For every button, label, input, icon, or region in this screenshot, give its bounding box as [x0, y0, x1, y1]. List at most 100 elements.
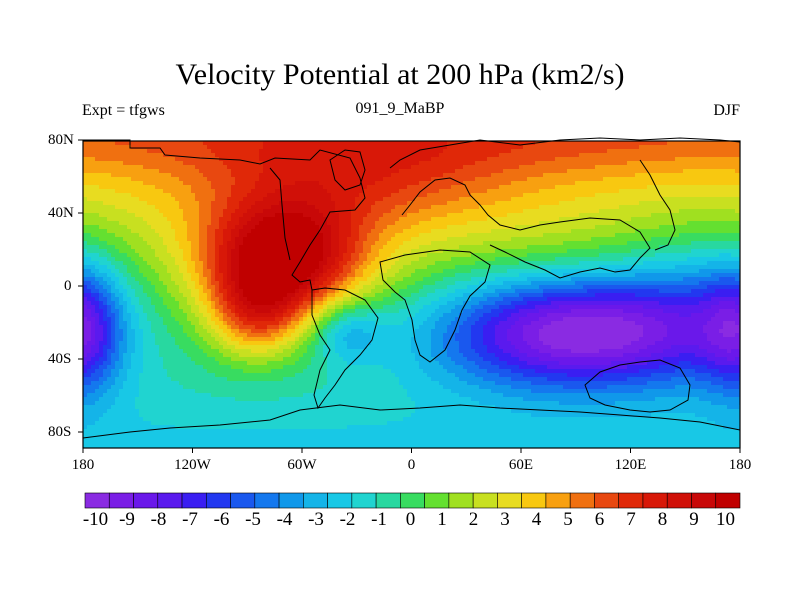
field-cell — [95, 245, 100, 250]
field-cell — [171, 245, 176, 250]
field-cell — [627, 209, 632, 214]
field-cell — [675, 185, 680, 190]
field-cell — [671, 249, 676, 254]
field-cell — [147, 145, 152, 150]
field-cell — [703, 217, 708, 222]
field-cell — [263, 229, 268, 234]
field-cell — [659, 197, 664, 202]
field-cell — [191, 165, 196, 170]
field-cell — [383, 193, 388, 198]
field-cell — [487, 193, 492, 198]
field-cell — [463, 229, 468, 234]
field-cell — [207, 189, 212, 194]
field-cell — [423, 145, 428, 150]
field-cell — [327, 233, 332, 238]
field-cell — [551, 229, 556, 234]
field-cell — [299, 165, 304, 170]
field-cell — [155, 257, 160, 262]
field-cell — [123, 245, 128, 250]
field-cell — [619, 209, 624, 214]
field-cell — [403, 181, 408, 186]
field-cell — [579, 253, 584, 258]
field-cell — [159, 177, 164, 182]
field-cell — [507, 165, 512, 170]
field-cell — [327, 185, 332, 190]
field-cell — [231, 145, 236, 150]
field-cell — [275, 165, 280, 170]
field-cell — [419, 197, 424, 202]
field-cell — [491, 225, 496, 230]
field-cell — [543, 249, 548, 254]
field-cell — [643, 253, 648, 258]
field-cell — [683, 205, 688, 210]
field-cell — [731, 149, 736, 154]
field-cell — [735, 217, 740, 222]
field-cell — [475, 229, 480, 234]
field-cell — [383, 165, 388, 170]
field-cell — [579, 205, 584, 210]
field-cell — [147, 241, 152, 246]
field-cell — [195, 189, 200, 194]
field-cell — [495, 161, 500, 166]
field-cell — [595, 153, 600, 158]
field-cell — [367, 145, 372, 150]
field-cell — [511, 189, 516, 194]
field-cell — [311, 241, 316, 246]
field-cell — [591, 213, 596, 218]
field-cell — [319, 257, 324, 262]
field-cell — [275, 149, 280, 154]
field-cell — [603, 201, 608, 206]
field-cell — [587, 245, 592, 250]
field-cell — [571, 177, 576, 182]
field-cell — [659, 209, 664, 214]
field-cell — [423, 213, 428, 218]
field-cell — [255, 193, 260, 198]
field-cell — [203, 209, 208, 214]
field-cell — [183, 237, 188, 242]
field-cell — [527, 201, 532, 206]
field-cell — [111, 181, 116, 186]
field-cell — [627, 249, 632, 254]
field-cell — [367, 233, 372, 238]
field-cell — [175, 201, 180, 206]
field-cell — [219, 257, 224, 262]
field-cell — [139, 233, 144, 238]
field-cell — [511, 217, 516, 222]
field-cell — [339, 245, 344, 250]
field-cell — [351, 229, 356, 234]
field-cell — [147, 237, 152, 242]
field-cell — [239, 165, 244, 170]
field-cell — [215, 161, 220, 166]
field-cell — [631, 161, 636, 166]
field-cell — [707, 245, 712, 250]
field-cell — [119, 249, 124, 254]
field-cell — [327, 149, 332, 154]
field-cell — [635, 225, 640, 230]
field-cell — [411, 225, 416, 230]
field-cell — [435, 141, 440, 146]
field-cell — [143, 257, 148, 262]
field-cell — [611, 213, 616, 218]
field-cell — [507, 169, 512, 174]
field-cell — [391, 141, 396, 146]
field-cell — [623, 193, 628, 198]
field-cell — [239, 161, 244, 166]
field-cell — [667, 249, 672, 254]
field-cell — [471, 205, 476, 210]
field-cell — [683, 181, 688, 186]
field-cell — [291, 165, 296, 170]
field-cell — [543, 217, 548, 222]
field-cell — [295, 181, 300, 186]
field-cell — [691, 193, 696, 198]
field-cell — [127, 161, 132, 166]
field-cell — [395, 141, 400, 146]
field-cell — [147, 193, 152, 198]
field-cell — [447, 221, 452, 226]
field-cell — [275, 173, 280, 178]
field-cell — [679, 193, 684, 198]
field-cell — [199, 253, 204, 258]
field-cell — [231, 173, 236, 178]
field-cell — [663, 177, 668, 182]
field-cell — [163, 241, 168, 246]
field-cell — [315, 253, 320, 258]
